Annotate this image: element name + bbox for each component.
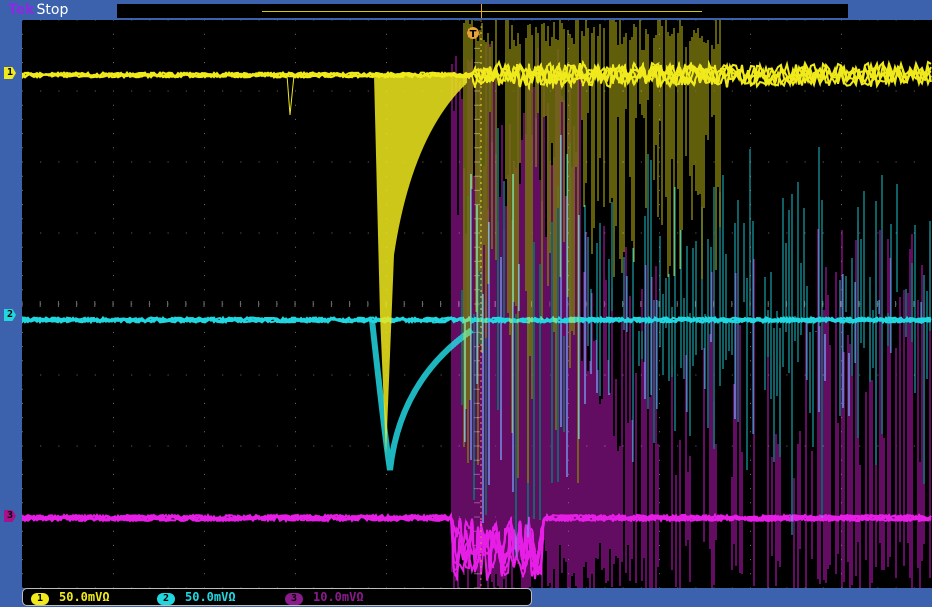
record-position-bar[interactable]	[117, 4, 848, 18]
status-bar: Tek Stop	[0, 0, 932, 20]
channel-1-glitch	[286, 74, 295, 116]
channel-2-trace	[22, 315, 932, 325]
channel-1-trace	[22, 59, 932, 91]
channel-3-trace	[22, 511, 932, 582]
waveform-display: T8	[22, 20, 932, 588]
channel-2-ground-marker[interactable]: 2	[4, 309, 16, 321]
acquisition-state: Stop	[36, 2, 69, 18]
brand-and-state: Tek Stop	[8, 1, 68, 19]
channel-1-burst	[463, 20, 721, 483]
brand-logo: Tek	[8, 2, 35, 18]
channel-2-burst	[461, 128, 931, 557]
channel-2-readout[interactable]: 2 50.0mVΩ	[157, 590, 236, 605]
channel-readout-bar: 1 50.0mVΩ 2 50.0mVΩ 3 10.0mVΩ	[22, 588, 532, 606]
channel-1-scale: 50.0mVΩ	[59, 590, 110, 604]
channel-1-badge: 1	[31, 593, 49, 605]
channel-2-badge: 2	[157, 593, 175, 605]
channel-3-readout[interactable]: 3 10.0mVΩ	[285, 590, 364, 605]
trigger-position-marker[interactable]	[481, 4, 482, 18]
channel-3-scale: 10.0mVΩ	[313, 590, 364, 604]
channel-3-badge: 3	[285, 593, 303, 605]
channel-1-ground-marker[interactable]: 1	[4, 67, 16, 79]
trigger-marker-label: T	[470, 29, 477, 40]
channel-1-pulse	[374, 75, 467, 455]
waveform-screen[interactable]: T8	[22, 20, 932, 588]
channel-1-readout[interactable]: 1 50.0mVΩ	[31, 590, 110, 605]
channel-2-pulse	[369, 319, 474, 471]
record-view-line	[262, 11, 702, 12]
record-marker-label: 8	[478, 20, 486, 21]
trigger-marker-icon	[467, 27, 479, 39]
channel-3-ground-marker[interactable]: 3	[4, 510, 16, 522]
channel-2-scale: 50.0mVΩ	[185, 590, 236, 604]
